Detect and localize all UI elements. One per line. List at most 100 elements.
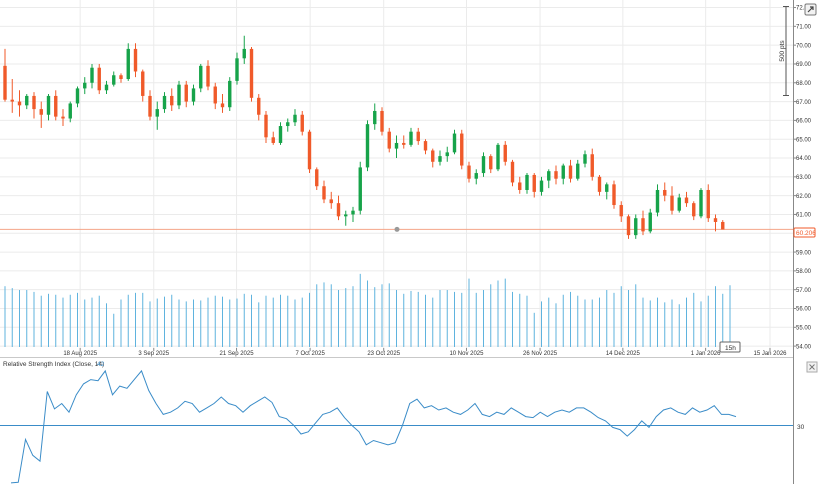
y-tick-label: 67.00 — [796, 100, 812, 106]
volume-bar — [214, 295, 216, 347]
price-marker[interactable] — [394, 226, 400, 232]
volume-bar — [156, 298, 158, 347]
candle-body — [315, 169, 319, 187]
candle-body — [721, 221, 725, 230]
volume-bar — [417, 291, 419, 347]
scale-indicator: 500 pts — [779, 6, 789, 96]
x-tick-label: 26 Nov 2025 — [523, 351, 558, 357]
y-tick-label: 55.00 — [796, 326, 812, 332]
y-tick-label: 54.00 — [796, 344, 812, 350]
candle-body — [257, 97, 261, 115]
rsi-level-label: 30 — [797, 424, 805, 431]
volume-bar — [91, 297, 93, 347]
volume-bar — [410, 290, 412, 347]
volume-bar — [272, 297, 274, 347]
candle-body — [162, 95, 167, 110]
volume-bar — [207, 297, 209, 347]
candle-body — [90, 67, 94, 83]
volume-bar — [715, 286, 716, 347]
candle-body — [300, 114, 304, 132]
volume-bar — [526, 295, 528, 347]
candle-body — [561, 165, 565, 179]
volume-series — [4, 273, 731, 347]
x-tick-label: 7 Oct 2025 — [295, 351, 325, 357]
y-tick-label: 71.00 — [796, 25, 812, 31]
price-badge: 60.206 — [793, 227, 816, 238]
volume-bar — [606, 290, 608, 347]
candle-body — [431, 150, 435, 162]
candle-body — [423, 141, 428, 151]
candle-body — [677, 197, 681, 211]
x-tick-label: 1 Jan 2026 — [691, 351, 721, 357]
volume-bar — [649, 300, 651, 347]
candle-body — [452, 133, 457, 153]
volume-bar — [280, 294, 281, 347]
volume-bar — [69, 294, 71, 347]
candle-body — [380, 110, 384, 132]
y-tick-label: 57.00 — [796, 288, 812, 294]
volume-bar — [127, 294, 129, 347]
interval-badge-box — [719, 341, 741, 353]
candle-body — [525, 174, 529, 190]
volume-bar — [193, 299, 194, 347]
volume-bar — [425, 294, 426, 347]
candle-body — [605, 184, 609, 192]
y-tick-label: 64.00 — [796, 156, 812, 162]
candle-body — [612, 184, 616, 206]
candle-body — [32, 95, 36, 110]
candle-body — [54, 95, 58, 117]
volume-bar — [584, 299, 586, 347]
candle-body — [242, 48, 246, 59]
scale-label: 500 pts — [779, 40, 786, 62]
volume-bar — [77, 292, 78, 347]
volume-bar — [222, 296, 223, 347]
candle-body — [25, 95, 29, 106]
volume-bar — [533, 312, 535, 347]
candle-body — [344, 214, 348, 217]
volume-bar — [26, 290, 28, 347]
volume-bar — [287, 295, 289, 347]
candle-body — [481, 156, 486, 174]
y-tick-label: 62.00 — [796, 194, 812, 200]
candle-body — [489, 156, 493, 170]
candle-body — [126, 48, 130, 80]
candle-body — [213, 86, 217, 104]
volume-bar — [591, 299, 593, 347]
price-badge-box — [793, 227, 816, 238]
candle-body — [278, 126, 283, 143]
volume-bar — [367, 280, 368, 347]
candle-body — [619, 205, 623, 217]
candle-body — [706, 189, 710, 219]
candle-body — [170, 95, 174, 106]
volume-bar — [359, 273, 361, 347]
candle-body — [46, 95, 51, 115]
volume-bar — [84, 299, 86, 347]
candle-body — [409, 131, 413, 145]
volume-bar — [62, 297, 64, 347]
volume-bar — [671, 299, 673, 347]
volume-bar — [490, 284, 492, 347]
candle-body — [699, 189, 703, 217]
candle-body — [663, 189, 667, 196]
candle-body — [97, 67, 101, 91]
candle-body — [416, 131, 420, 142]
x-tick-label: 3 Sep 2025 — [138, 351, 169, 357]
candle-body — [445, 152, 449, 157]
candle-body — [365, 124, 370, 168]
candle-body — [539, 180, 544, 192]
candle-body — [358, 167, 362, 211]
expand-button[interactable] — [804, 3, 817, 16]
volume-bar — [577, 295, 579, 347]
close-icon — [809, 364, 815, 370]
volume-bar — [381, 284, 383, 347]
rsi-title: Relative Strength Index (Close, 14) — [3, 361, 104, 368]
volume-bar — [301, 297, 303, 347]
volume-bar — [98, 295, 100, 347]
volume-bar — [113, 313, 115, 347]
candle-body — [206, 65, 210, 87]
volume-bar — [258, 302, 260, 347]
rsi-close-button[interactable] — [806, 361, 818, 373]
y-tick-label: 56.00 — [796, 307, 812, 313]
volume-bar — [519, 293, 521, 347]
candle-body — [293, 114, 297, 123]
